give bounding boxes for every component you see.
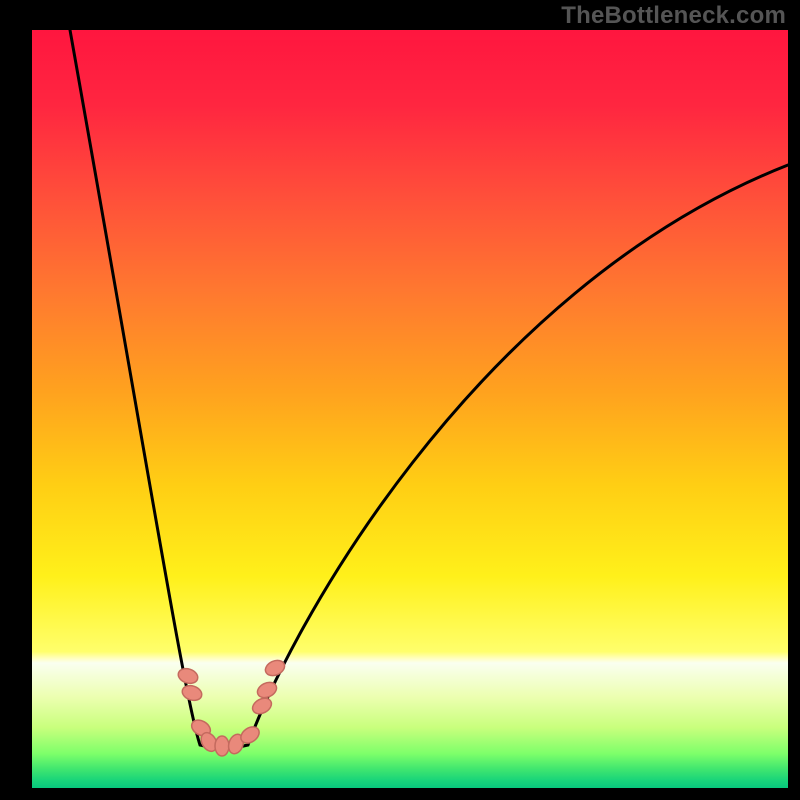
curve-marker	[215, 736, 229, 756]
gradient-plot-area	[32, 30, 788, 788]
watermark-text: TheBottleneck.com	[561, 2, 786, 30]
chart-container: TheBottleneck.com	[0, 0, 800, 800]
bottleneck-chart-svg	[0, 0, 800, 800]
